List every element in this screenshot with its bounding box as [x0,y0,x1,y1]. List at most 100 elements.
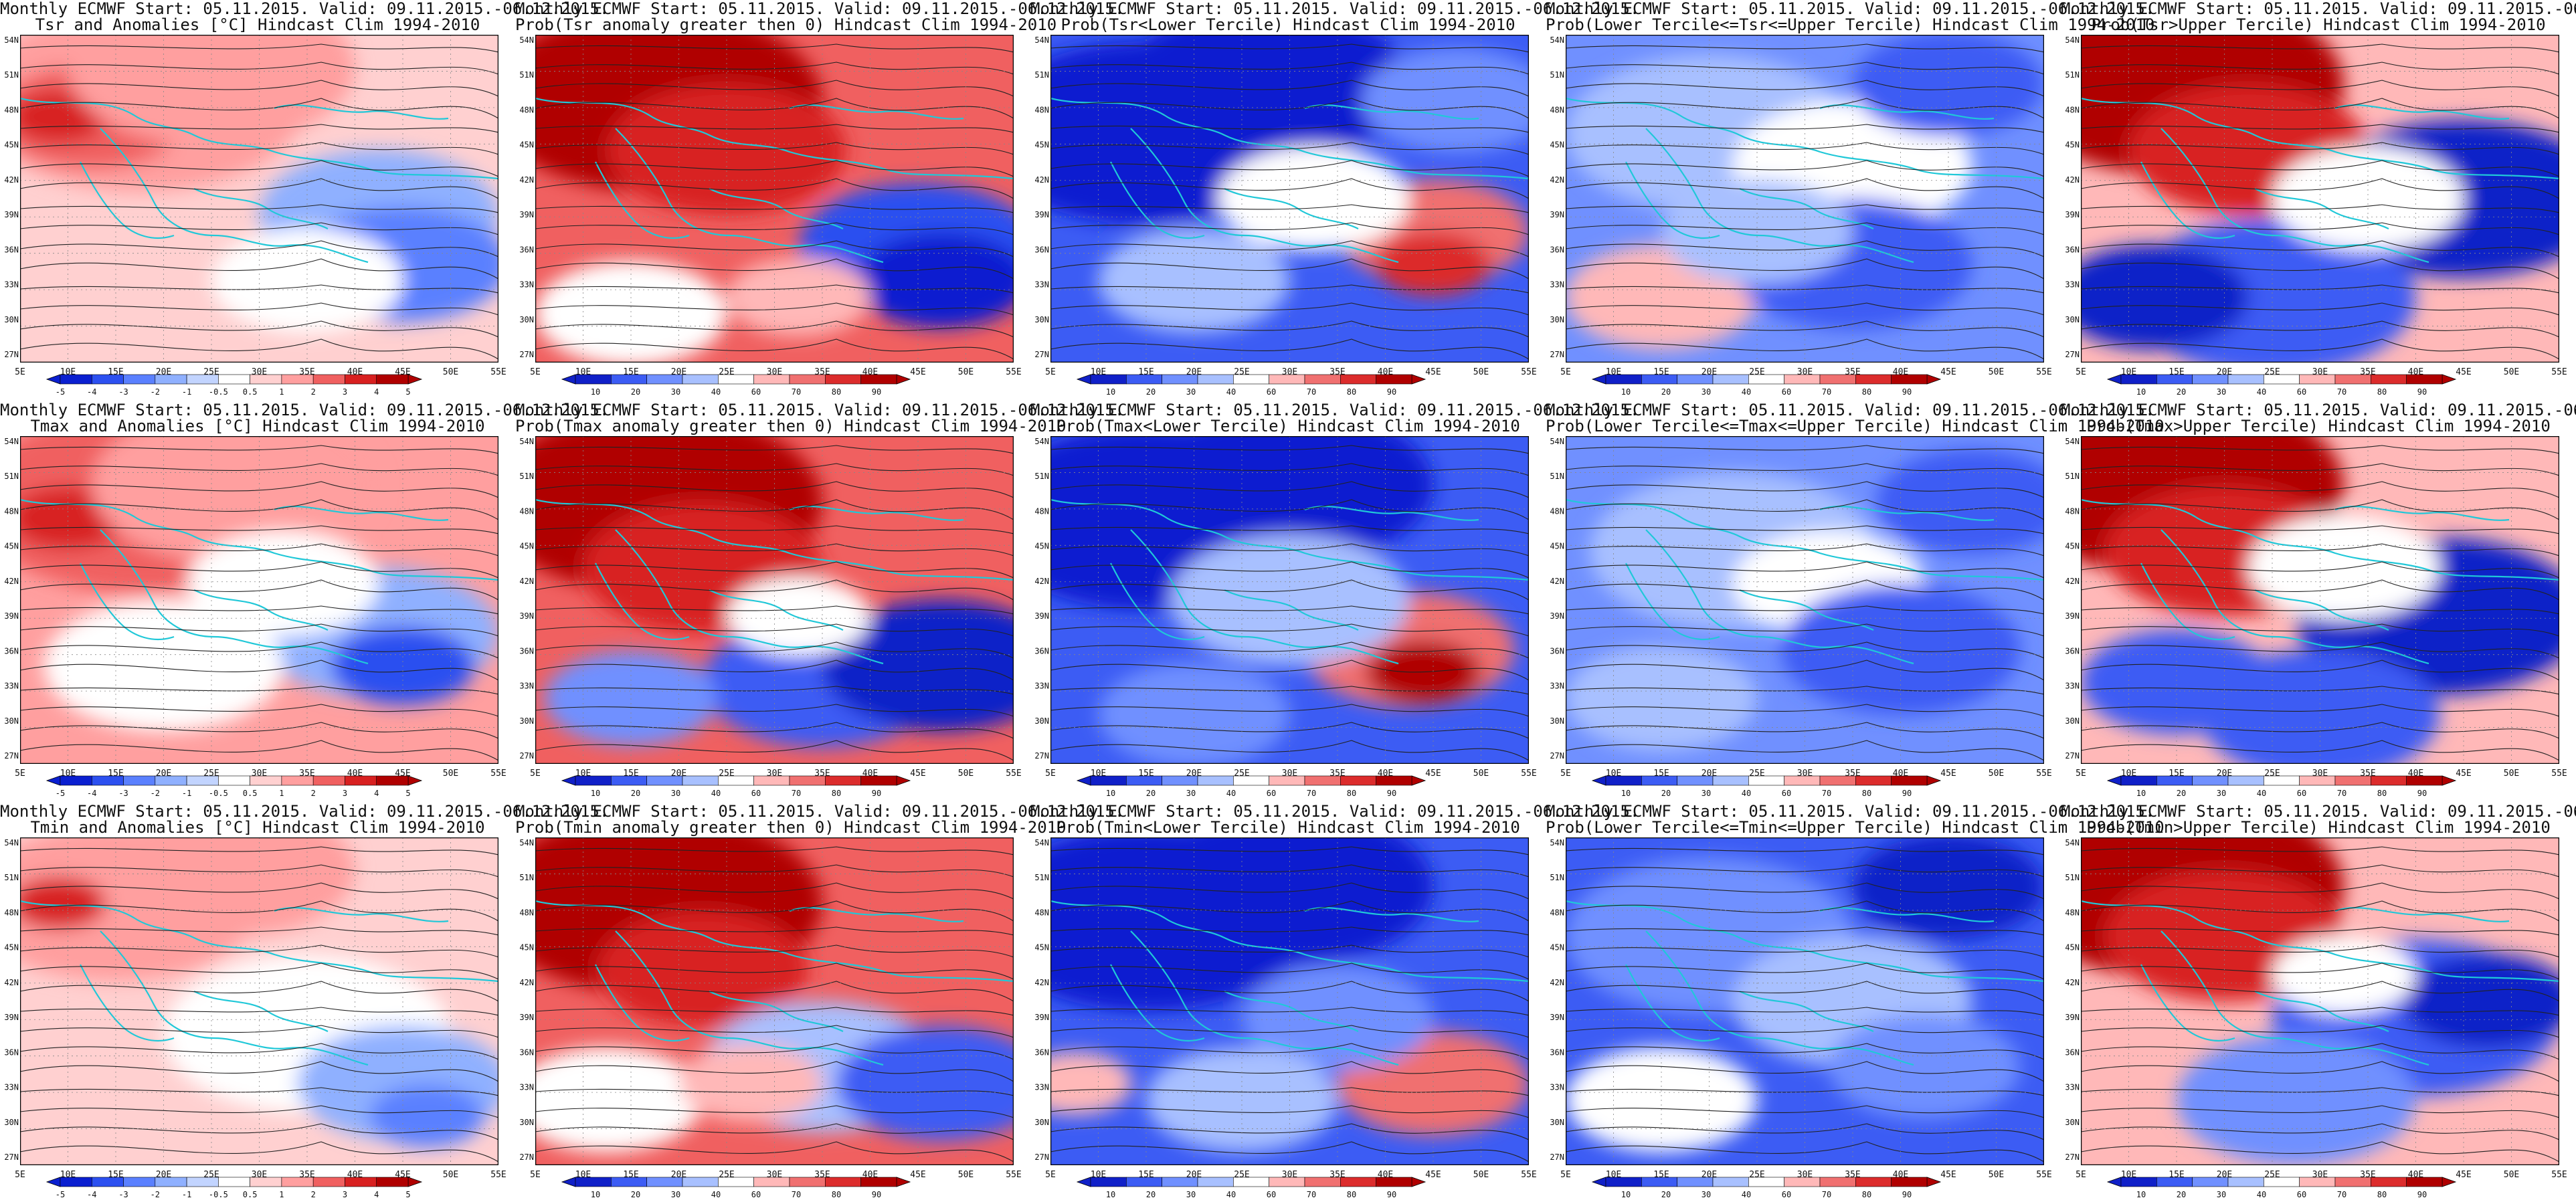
contour-line [20,605,498,615]
y-tick-label: 48N [1034,105,1049,114]
y-tick-label: 54N [1034,838,1049,847]
colorbar-swatch [2334,374,2371,385]
colorbar-swatch [2156,775,2193,786]
y-tick-label: 54N [519,35,534,45]
y-tick-label: 36N [1550,1047,1564,1057]
contour-line [1050,641,1529,659]
coastline [1645,930,1914,1066]
contour-line [20,142,498,155]
colorbar-swatch [186,1177,219,1187]
contour-line [20,124,498,133]
colorbar-swatch [2334,1177,2371,1187]
colorbar-swatch [860,775,897,786]
y-tick-label: 42N [4,577,19,586]
contour-line [1566,1141,2044,1163]
colorbar-label: 60 [1267,789,1276,798]
y-tick-label: 30N [519,315,534,324]
y-tick-label: 54N [1034,35,1049,45]
colorbar-swatch [91,775,124,786]
contour-line [1050,463,1529,476]
colorbar-label: 30 [671,1190,680,1199]
y-tick-label: 39N [1034,611,1049,621]
y-tick-label: 51N [1550,873,1564,882]
colorbar-swatch [1605,374,1642,385]
colorbar-swatch [1855,775,1892,786]
contour-line [20,686,498,695]
map-plot [20,436,498,764]
colorbar-swatch [1819,775,1856,786]
colorbar-label: 70 [792,387,801,397]
y-tick-label: 45N [1034,542,1049,551]
y-tick-label: 42N [1034,978,1049,987]
colorbar-swatch [60,374,92,385]
contour-line [2081,900,2559,922]
colorbar-label: 70 [1307,1190,1316,1199]
y-tick-label: 30N [4,1118,19,1127]
colorbar-swatch [1819,374,1856,385]
colorbar-label: 10 [2136,387,2146,397]
colorbar-label: 90 [1387,789,1396,798]
colorbar-swatch [1126,374,1162,385]
colorbar-swatch [281,775,314,786]
contour-line [1050,846,1529,856]
y-tick-label: 42N [519,577,534,586]
coastline [2140,161,2235,239]
coastline [1304,104,1479,120]
contour-line [2081,641,2559,659]
y-tick-label: 51N [4,472,19,481]
panel-title-line1: Monthly ECMWF Start: 05.11.2015. Valid: … [1030,0,1640,18]
colorbar-label: 30 [1701,387,1711,397]
colorbar-swatch [60,775,92,786]
y-tick-label: 27N [519,350,534,359]
colorbar-swatch [345,775,377,786]
colorbar-swatch [1677,374,1714,385]
contour-line [2081,1007,2559,1016]
colorbar-swatch [1197,775,1234,786]
y-tick-label: 48N [519,908,534,917]
colorbar-swatch [2334,775,2371,786]
contour-line [1050,1087,1529,1096]
colorbar-label: 20 [1661,387,1671,397]
contour-line [2081,124,2559,133]
y-tick-label: 30N [2065,315,2080,324]
contour-line [535,240,1014,258]
contour-line [1050,543,1529,557]
coastline [1625,161,1720,239]
colorbar-swatch [1340,775,1376,786]
y-tick-label: 45N [1034,140,1049,150]
colorbar-label: -4 [87,387,96,397]
colorbar-label: 20 [1146,387,1156,397]
contour-line [2081,80,2559,97]
map-panel: Monthly ECMWF Start: 05.11.2015. Valid: … [1030,401,1639,803]
contour-line [535,1105,1014,1118]
coastline [1130,128,1399,264]
y-tick-label: 33N [519,280,534,290]
colorbar-label: 80 [1862,387,1871,397]
coastline [789,506,964,521]
colorbar-swatch [376,775,409,786]
contour-line [2081,160,2559,177]
contour-line [2081,623,2559,637]
contour-line [20,740,498,761]
colorbar: 10 20 30 40 60 70 80 90 [2106,775,2457,798]
y-tick-label: 36N [1034,1047,1049,1057]
coastline [595,563,690,640]
contour-line [1566,561,2044,579]
contour-line [1566,900,2044,922]
colorbar: 10 20 30 40 60 70 80 90 [1591,374,1942,397]
coastline [2334,506,2510,521]
colorbar: 10 20 30 40 60 70 80 90 [2106,1177,2457,1199]
y-tick-label: 42N [2065,175,2080,185]
y-tick-label: 33N [519,1083,534,1092]
coastline [2160,529,2429,665]
contour-line [20,481,498,498]
contour-line [535,686,1014,695]
contour-line [1050,1105,1529,1118]
y-tick-label: 48N [4,105,19,114]
contour-line [2081,722,2559,739]
colorbar-label: -1 [182,789,191,798]
contour-line [1050,686,1529,695]
coastline [1304,506,1479,521]
contour-line [20,1043,498,1060]
colorbar-label: -4 [87,789,96,798]
